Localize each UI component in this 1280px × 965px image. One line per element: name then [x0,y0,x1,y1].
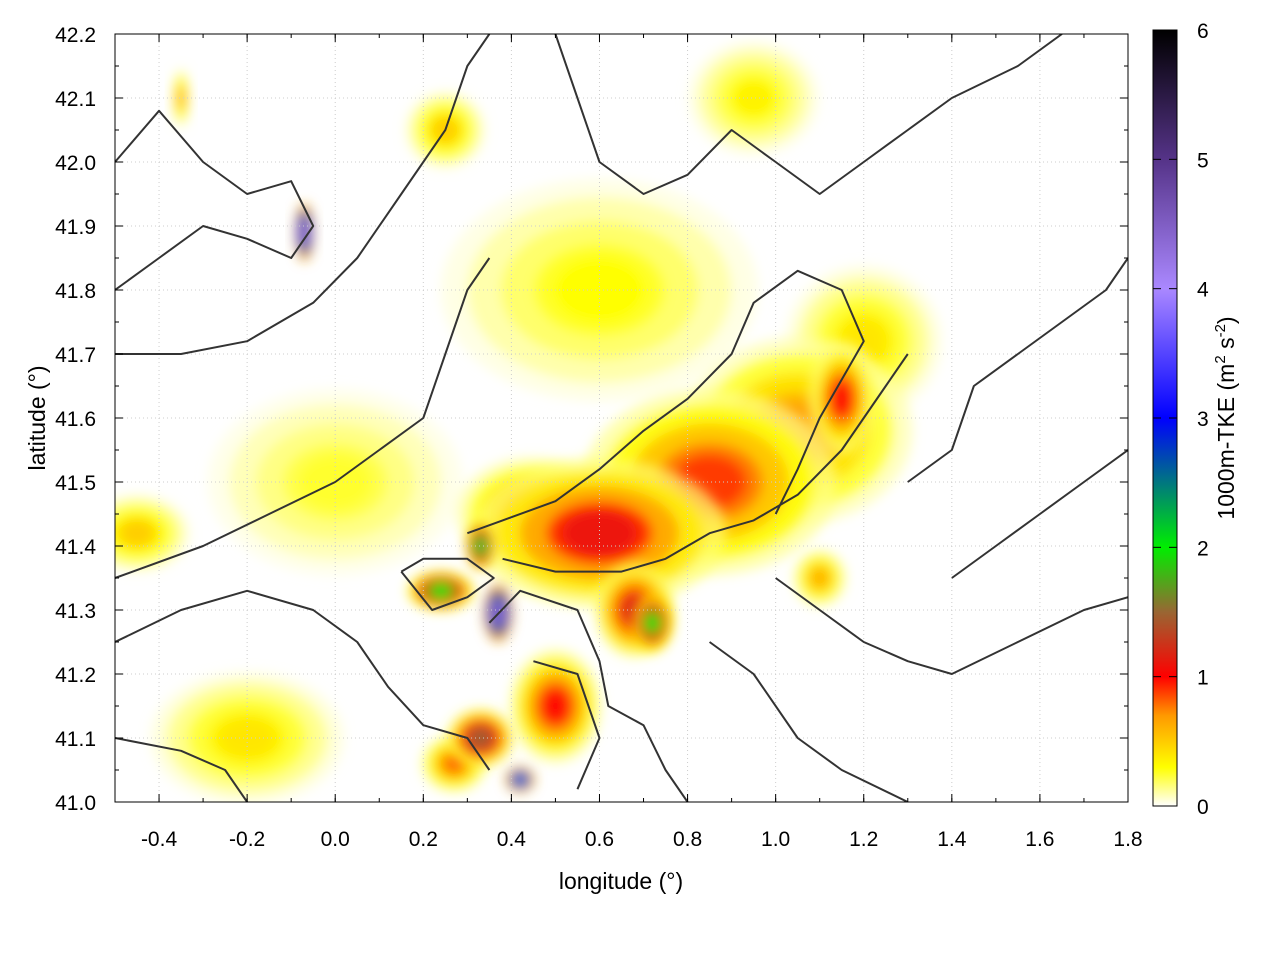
colorbar-tick-label: 1 [1197,667,1209,690]
y-tick-label: 41.2 [55,664,96,687]
colorbar-tick-label: 2 [1197,537,1209,560]
heatmap-field [115,41,941,802]
contour-line [708,641,909,802]
y-tick-label: 42.0 [55,152,96,175]
y-tick-label: 41.5 [55,472,96,495]
x-tick-label: 0.8 [673,828,702,851]
heat-level [475,537,487,555]
contour-line [467,269,865,535]
colorbar-ticks: 0 1 2 3 4 5 6 [1153,20,1209,819]
heat-level [177,88,185,108]
contour-line [115,737,248,802]
y-axis-label: latitude (°) [24,365,50,470]
heat-hotspot [472,458,727,608]
x-tick-label: 1.6 [1025,828,1054,851]
contour-line [115,589,491,771]
heat-level [645,613,660,633]
x-tick-label: 1.8 [1113,828,1142,851]
y-tick-label: 41.0 [55,792,96,815]
x-axis-ticks: -0.4 -0.2 0.0 0.2 0.4 0.6 0.8 1.0 1.2 1.4 1.6 1.8 [114,34,1143,851]
heat-level [562,510,637,556]
x-tick-label: 1.2 [849,828,878,851]
heat-hotspot [115,494,190,572]
contour-line [400,557,495,611]
contour-line [533,660,601,790]
heat-hotspot [631,593,674,653]
contour-line [502,353,909,573]
y-tick-label: 42.2 [55,24,96,47]
x-tick-label: 0.6 [585,828,614,851]
heat-hotspot [447,708,514,768]
heat-hotspot [172,68,190,128]
contour-line [115,257,491,579]
x-tick-label: 0.2 [409,828,438,851]
contour-line [115,34,491,355]
heat-hotspot [466,521,496,571]
heat-level [541,688,570,724]
y-tick-label: 41.3 [55,600,96,623]
x-tick-label: -0.2 [229,828,265,851]
colorbar-tick-label: 5 [1197,149,1209,172]
heat-level [430,583,452,598]
colorbar-tick-label: 0 [1197,796,1209,819]
colorbar-tick-label: 6 [1197,20,1209,43]
contour-line [488,589,689,802]
y-tick-label: 41.1 [55,728,96,751]
y-tick-label: 42.1 [55,88,96,111]
contour-line [554,34,1063,195]
heat-hotspot [808,342,875,456]
x-tick-label: 1.0 [761,828,790,851]
colorbar-label: 1000m-TKE (m2 s-2) [1212,316,1239,519]
colorbar-tick-label: 4 [1197,279,1209,302]
contour-line [951,449,1128,579]
contour-lines [115,34,1128,802]
y-tick-label: 41.8 [55,280,96,303]
y-tick-label: 41.4 [55,536,96,559]
heat-level [120,520,154,546]
contour-line [907,257,1128,483]
contour-line [775,577,1128,675]
heat-level [830,381,853,417]
contour-line [115,109,315,291]
heat-hotspot [294,203,314,262]
x-axis-label: longitude (°) [559,868,683,894]
colorbar-tick-label: 3 [1197,408,1209,431]
y-tick-label: 41.9 [55,216,96,239]
heat-level [810,568,829,588]
x-tick-label: 1.4 [937,828,967,851]
y-tick-label: 41.7 [55,344,96,367]
heat-level [469,728,492,748]
heat-hotspot [792,548,847,608]
x-tick-label: -0.4 [141,828,178,851]
x-tick-label: 0.0 [321,828,350,851]
heat-hotspot [689,41,819,155]
y-tick-label: 41.6 [55,408,96,431]
heat-level [734,80,774,116]
y-axis-ticks: 41.0 41.1 41.2 41.3 41.4 41.5 41.6 41.7 41.8 41.9… [55,24,1128,815]
heat-hotspot [151,672,343,802]
heat-level [514,774,526,785]
heat-hotspot [505,766,535,793]
x-tick-label: 0.4 [497,828,527,851]
